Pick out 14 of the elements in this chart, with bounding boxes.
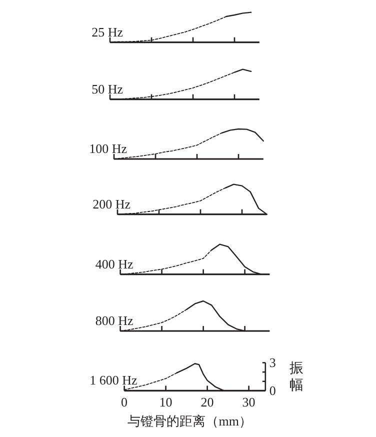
text: 50 Hz (92, 81, 124, 96)
text: 100 Hz (89, 141, 128, 156)
x-tick-label: 30 (242, 394, 256, 410)
x-tick-label: 0 (121, 394, 128, 410)
x-tick-label: 10 (159, 394, 172, 410)
text: 400 Hz (95, 256, 134, 272)
x-axis-title: 与镫骨的距离（mm） (128, 414, 252, 429)
text: 200 Hz (92, 196, 131, 212)
text: 800 Hz (95, 313, 134, 328)
x-tick-label: 20 (200, 394, 214, 410)
text: 1 600 Hz (90, 372, 138, 388)
y-axis-title: 振幅 (289, 360, 304, 394)
y-tick-label: 3 (269, 355, 276, 370)
text: 25 Hz (92, 24, 124, 40)
